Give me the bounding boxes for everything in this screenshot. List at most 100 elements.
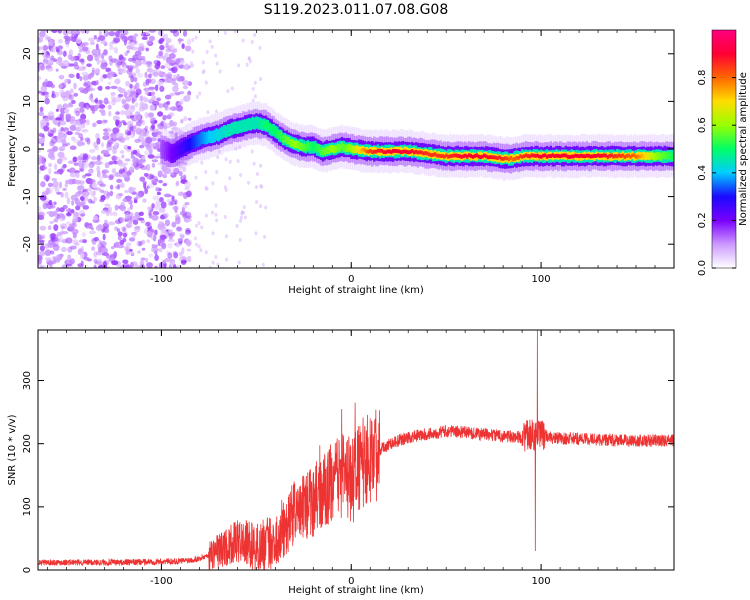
noise-speck: [85, 178, 91, 184]
noise-speck: [126, 130, 132, 136]
noise-speck: [172, 264, 177, 268]
spectrogram-x-ticks: -100 0 100: [47, 30, 675, 285]
noise-speck: [116, 178, 123, 183]
noise-speck: [48, 40, 54, 47]
ridge-cell: [433, 152, 437, 157]
noise-speck: [46, 122, 50, 127]
noise-speck: [96, 137, 101, 145]
noise-speck: [144, 187, 149, 195]
noise-speck: [174, 126, 181, 133]
noise-speck: [51, 90, 55, 97]
noise-speck: [68, 73, 75, 79]
noise-speck: [86, 225, 93, 229]
noise-speck: [74, 131, 80, 135]
ridge-cell: [460, 155, 463, 159]
x-tick-label: 100: [532, 274, 551, 285]
ridge-cell: [496, 156, 499, 161]
ridge-cell: [414, 149, 418, 154]
noise-speck: [155, 84, 159, 92]
noise-speck: [82, 256, 90, 260]
noise-speck: [262, 234, 266, 239]
noise-speck: [146, 61, 151, 68]
ridge-cell: [424, 151, 427, 155]
noise-speck: [258, 45, 262, 50]
ridge-cell: [365, 149, 368, 154]
noise-speck: [226, 89, 230, 94]
noise-speck: [42, 202, 48, 210]
ridge-cell: [595, 153, 598, 158]
noise-speck: [62, 30, 69, 36]
noise-speck: [103, 219, 108, 225]
noise-speck: [164, 94, 172, 100]
noise-speck: [118, 54, 124, 61]
noise-speck: [55, 117, 63, 121]
ridge-cell: [395, 149, 399, 154]
noise-speck: [122, 30, 129, 36]
noise-speck: [54, 186, 60, 194]
noise-speck: [160, 65, 166, 70]
noise-speck: [154, 178, 159, 183]
noise-speck: [90, 98, 94, 102]
noise-speck: [154, 155, 160, 159]
noise-speck: [117, 135, 125, 143]
noise-speck: [148, 35, 155, 42]
noise-speck: [58, 120, 67, 126]
noise-speck: [64, 191, 69, 199]
noise-speck: [123, 144, 129, 150]
colorbar-tick-label: 0.2: [697, 212, 708, 228]
noise-speck: [118, 193, 124, 197]
ridge-cell: [638, 154, 642, 159]
noise-speck: [90, 104, 95, 110]
ridge-cell: [274, 131, 277, 135]
noise-speck: [99, 75, 104, 83]
ridge-cell: [568, 155, 571, 159]
noise-speck: [56, 191, 63, 195]
ridge-cell: [371, 150, 374, 154]
ridge-cell: [574, 153, 577, 158]
noise-speck: [109, 41, 113, 48]
noise-speck: [170, 49, 178, 53]
noise-speck: [165, 38, 172, 44]
noise-speck: [194, 35, 198, 40]
noise-speck: [251, 98, 255, 103]
noise-speck: [182, 30, 188, 37]
noise-speck: [99, 189, 105, 193]
noise-speck: [56, 214, 61, 220]
ridge-cell: [291, 141, 294, 146]
noise-speck: [139, 260, 145, 266]
noise-speck: [160, 229, 167, 236]
noise-speck: [117, 159, 122, 164]
noise-speck: [69, 125, 77, 132]
noise-speck: [75, 171, 80, 179]
noise-speck: [152, 100, 160, 106]
noise-speck: [148, 212, 153, 219]
noise-speck: [174, 131, 178, 139]
noise-speck: [116, 61, 122, 66]
noise-speck: [154, 244, 158, 248]
ridge-cell: [631, 153, 634, 158]
noise-speck: [93, 237, 99, 242]
ridge-cell: [249, 121, 253, 126]
noise-speck: [251, 86, 255, 91]
noise-speck: [78, 201, 85, 207]
noise-speck: [97, 264, 105, 268]
noise-speck: [38, 258, 43, 265]
ridge-cell: [454, 153, 458, 158]
ridge-cell: [181, 146, 184, 151]
noise-speck: [200, 160, 204, 165]
noise-speck: [99, 175, 103, 182]
y-tick-label: 0: [22, 146, 33, 152]
noise-speck: [38, 76, 42, 81]
ridge-cell: [431, 152, 435, 157]
noise-speck: [180, 259, 187, 264]
noise-speck: [112, 115, 120, 122]
ridge-cell: [494, 155, 497, 160]
noise-speck: [100, 39, 107, 45]
ridge-cell: [380, 148, 384, 153]
x-tick-label: -100: [150, 576, 173, 587]
noise-speck: [163, 77, 170, 83]
noise-speck: [182, 85, 189, 90]
noise-speck: [253, 32, 257, 37]
noise-speck: [135, 192, 142, 199]
noise-speck: [151, 243, 156, 249]
